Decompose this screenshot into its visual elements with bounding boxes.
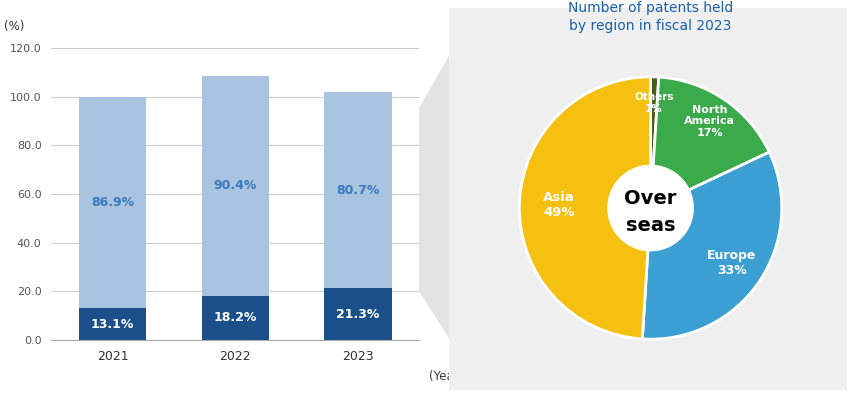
Bar bbox=[324, 288, 392, 340]
Bar bbox=[79, 97, 146, 308]
Text: 86.9%: 86.9% bbox=[91, 196, 134, 209]
Text: North
America
17%: North America 17% bbox=[684, 104, 735, 138]
Bar bbox=[202, 296, 269, 340]
Text: 21.3%: 21.3% bbox=[336, 308, 380, 320]
Text: 18.2%: 18.2% bbox=[214, 311, 257, 324]
Wedge shape bbox=[520, 77, 651, 339]
Text: Asia
49%: Asia 49% bbox=[543, 191, 574, 219]
Title: Number of patents held
by region in fiscal 2023: Number of patents held by region in fisc… bbox=[568, 1, 734, 33]
Text: (Year): (Year) bbox=[429, 370, 464, 383]
Wedge shape bbox=[653, 77, 770, 190]
Text: (%): (%) bbox=[3, 20, 24, 33]
Wedge shape bbox=[642, 152, 782, 339]
Text: 80.7%: 80.7% bbox=[336, 184, 380, 196]
Bar bbox=[202, 76, 269, 296]
Text: Others
1%: Others 1% bbox=[634, 92, 674, 114]
Circle shape bbox=[609, 166, 693, 250]
Text: 90.4%: 90.4% bbox=[214, 179, 257, 192]
Text: seas: seas bbox=[626, 216, 675, 234]
Text: Europe
33%: Europe 33% bbox=[707, 249, 757, 277]
Bar bbox=[324, 92, 392, 288]
Bar bbox=[79, 308, 146, 340]
Legend: New business and new products, Existing business: New business and new products, Existing … bbox=[47, 397, 408, 400]
Text: 13.1%: 13.1% bbox=[91, 318, 134, 330]
Wedge shape bbox=[651, 77, 659, 166]
Text: Over: Over bbox=[624, 189, 677, 208]
